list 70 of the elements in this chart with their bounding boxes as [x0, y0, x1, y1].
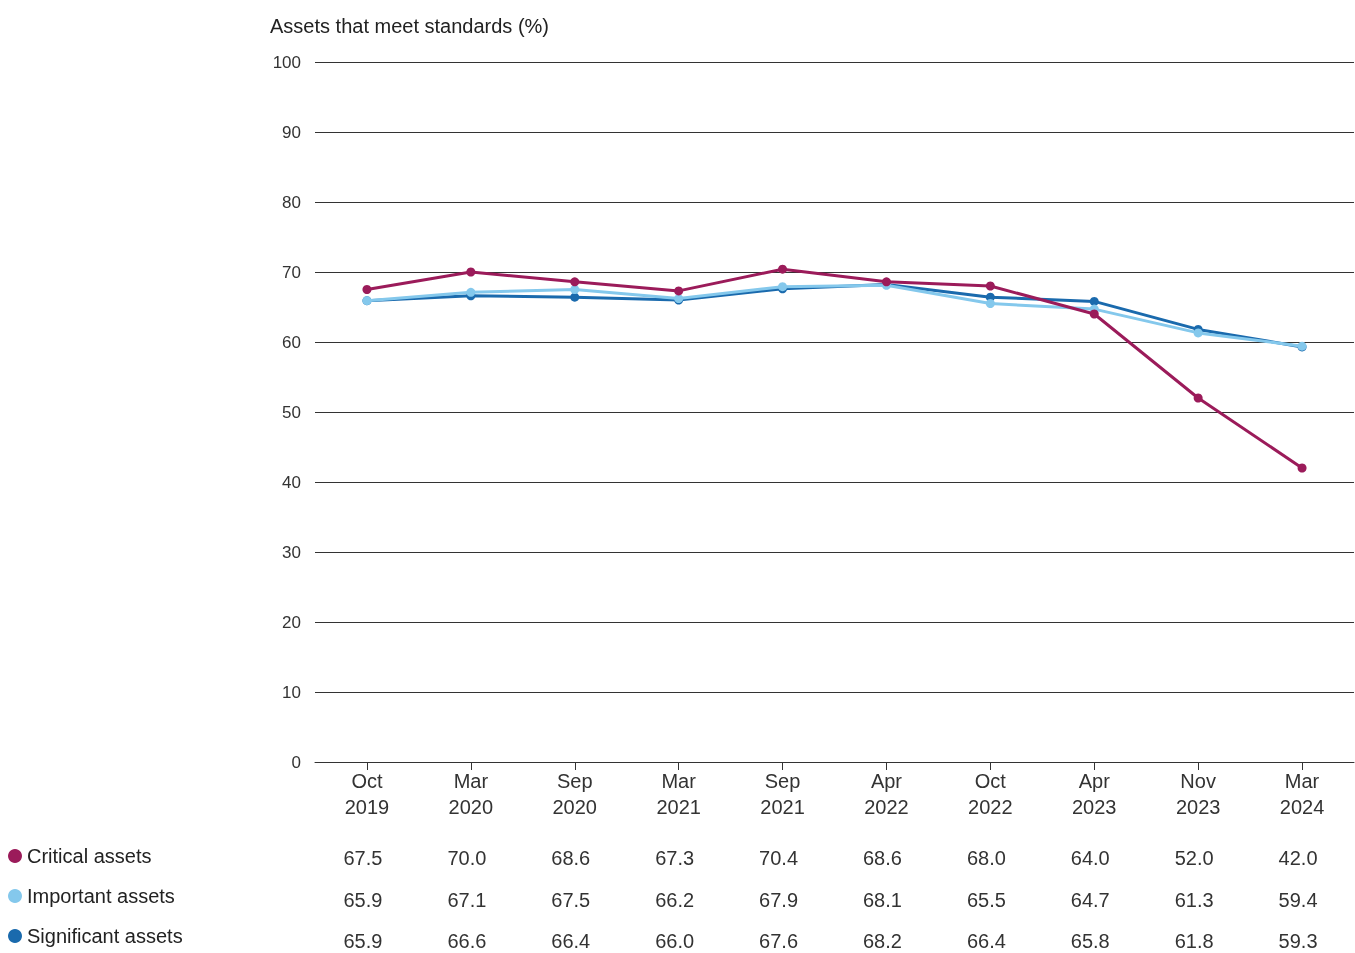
- data-label: 67.1: [447, 889, 487, 911]
- point: [985, 281, 995, 291]
- point: [570, 285, 580, 294]
- data-label: 66.4: [966, 930, 1006, 952]
- data-label: 64.0: [1070, 847, 1110, 869]
- data-label: 66.6: [447, 930, 487, 952]
- data-label: 59.3: [1278, 930, 1318, 952]
- data-label: 66.4: [551, 930, 591, 952]
- point: [674, 286, 684, 296]
- x-tick-label: Sep 2020: [552, 770, 597, 818]
- y-tick-label: 20: [282, 612, 301, 632]
- y-axis-title: Assets that meet standards (%): [270, 15, 550, 37]
- data-label: 67.5: [343, 847, 383, 869]
- data-label: 67.9: [759, 889, 799, 911]
- data-label: 68.6: [862, 847, 902, 869]
- point: [362, 285, 372, 294]
- x-tick-label: Oct 2019: [344, 770, 390, 818]
- y-tick-label: 50: [282, 402, 301, 422]
- point: [1089, 309, 1099, 319]
- data-label: 65.9: [343, 930, 383, 952]
- y-tick-label: 30: [282, 542, 301, 562]
- point: [1297, 463, 1307, 473]
- point: [570, 292, 580, 302]
- data-label: 68.2: [862, 930, 902, 952]
- data-label: 70.0: [447, 847, 487, 869]
- data-label: 59.4: [1278, 889, 1318, 911]
- data-label: 67.6: [759, 930, 799, 952]
- x-tick-label: Mar 2024: [1279, 770, 1325, 818]
- data-label: 64.7: [1070, 889, 1110, 911]
- point: [570, 277, 580, 287]
- y-tick-label: 70: [282, 262, 301, 282]
- y-tick-label: 90: [282, 122, 301, 142]
- point: [466, 287, 476, 297]
- y-tick-label: 10: [282, 682, 301, 702]
- point: [1193, 328, 1203, 338]
- data-label: 65.9: [343, 889, 383, 911]
- x-tick-label: Mar 2021: [656, 770, 701, 818]
- point: [1193, 393, 1203, 403]
- point: [985, 299, 995, 308]
- data-label: 67.3: [655, 847, 695, 869]
- legend-label: Important assets: [27, 885, 175, 907]
- data-label: 68.0: [966, 847, 1006, 869]
- data-label: 65.8: [1070, 930, 1110, 952]
- data-label: 42.0: [1278, 847, 1318, 869]
- legend-label: Critical assets: [27, 845, 152, 867]
- x-tick-label: Nov 2023: [1175, 770, 1221, 818]
- point: [466, 267, 476, 277]
- y-tick-label: 0: [291, 752, 301, 772]
- data-label: 65.5: [966, 889, 1006, 911]
- legend-label: Significant assets: [27, 925, 183, 947]
- data-label: 61.8: [1174, 930, 1214, 952]
- x-tick-label: Oct 2022: [968, 770, 1013, 818]
- x-tick-label: Apr 2023: [1072, 770, 1117, 818]
- x-tick-label: Sep 2021: [760, 770, 805, 818]
- x-tick-label: Apr 2022: [864, 770, 909, 818]
- point: [1089, 296, 1099, 306]
- y-tick-label: 100: [272, 52, 301, 72]
- y-tick-label: 60: [282, 332, 301, 352]
- data-label: 52.0: [1174, 847, 1214, 869]
- point: [778, 264, 788, 274]
- data-label: 67.5: [551, 889, 591, 911]
- data-label: 68.6: [551, 847, 591, 869]
- data-label: 66.0: [655, 930, 695, 952]
- x-tick-label: Mar 2020: [448, 770, 494, 818]
- data-label: 68.1: [862, 889, 902, 911]
- y-tick-label: 80: [282, 192, 301, 212]
- y-tick-label: 40: [282, 472, 301, 492]
- data-label: 61.3: [1174, 889, 1214, 911]
- data-label: 70.4: [759, 847, 799, 869]
- data-label: 66.2: [655, 889, 695, 911]
